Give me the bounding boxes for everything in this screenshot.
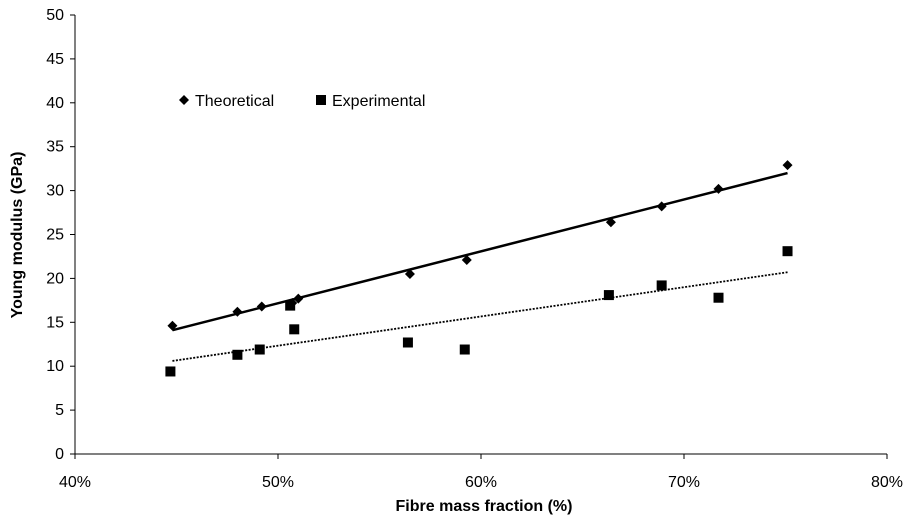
point-theoretical [461,254,472,265]
y-tick-label: 30 [46,183,64,200]
point-experimental [165,366,176,377]
y-tick-label: 10 [46,358,64,375]
point-experimental [713,292,724,303]
axes [74,15,887,455]
y-tick-label: 20 [46,270,64,287]
point-experimental [402,337,413,348]
y-axis-ticks: 0 5 10 15 20 25 30 35 40 45 50 [46,7,75,463]
point-experimental [459,344,470,355]
point-theoretical [293,293,304,304]
y-tick-label: 50 [46,7,64,24]
point-theoretical [782,160,793,171]
legend-marker-theoretical [179,95,189,105]
y-tick-label: 25 [46,227,64,244]
y-tick-label: 15 [46,314,64,331]
point-theoretical [713,183,724,194]
y-tick-label: 0 [55,446,64,463]
data-points [165,160,793,377]
point-theoretical [232,306,243,317]
point-experimental [285,300,296,311]
point-theoretical [256,301,267,312]
y-tick-label: 45 [46,51,64,68]
x-tick-label: 40% [59,474,91,491]
legend: Theoretical Experimental [179,93,425,110]
x-tick-label: 60% [465,474,497,491]
x-tick-label: 70% [668,474,700,491]
legend-label-theoretical: Theoretical [195,93,274,110]
point-experimental [254,344,265,355]
legend-label-experimental: Experimental [332,93,425,110]
x-tick-label: 50% [262,474,294,491]
x-axis-title: Fibre mass fraction (%) [396,498,573,515]
legend-marker-experimental [316,95,326,105]
point-theoretical [404,269,415,280]
trendlines [172,171,788,362]
point-experimental [603,290,614,301]
point-theoretical [167,320,178,331]
point-experimental [232,349,243,360]
x-tick-label: 80% [871,474,903,491]
y-tick-label: 35 [46,139,64,156]
y-tick-label: 40 [46,95,64,112]
point-experimental [782,246,793,257]
point-theoretical [605,217,616,228]
y-axis-title: Young modulus (GPa) [9,152,26,319]
x-axis-ticks: 40% 50% 60% 70% 80% [59,454,903,491]
point-experimental [656,280,667,291]
trendline-theoretical [172,171,788,332]
point-theoretical [656,201,667,212]
y-tick-label: 5 [55,402,64,419]
point-experimental [289,324,300,335]
